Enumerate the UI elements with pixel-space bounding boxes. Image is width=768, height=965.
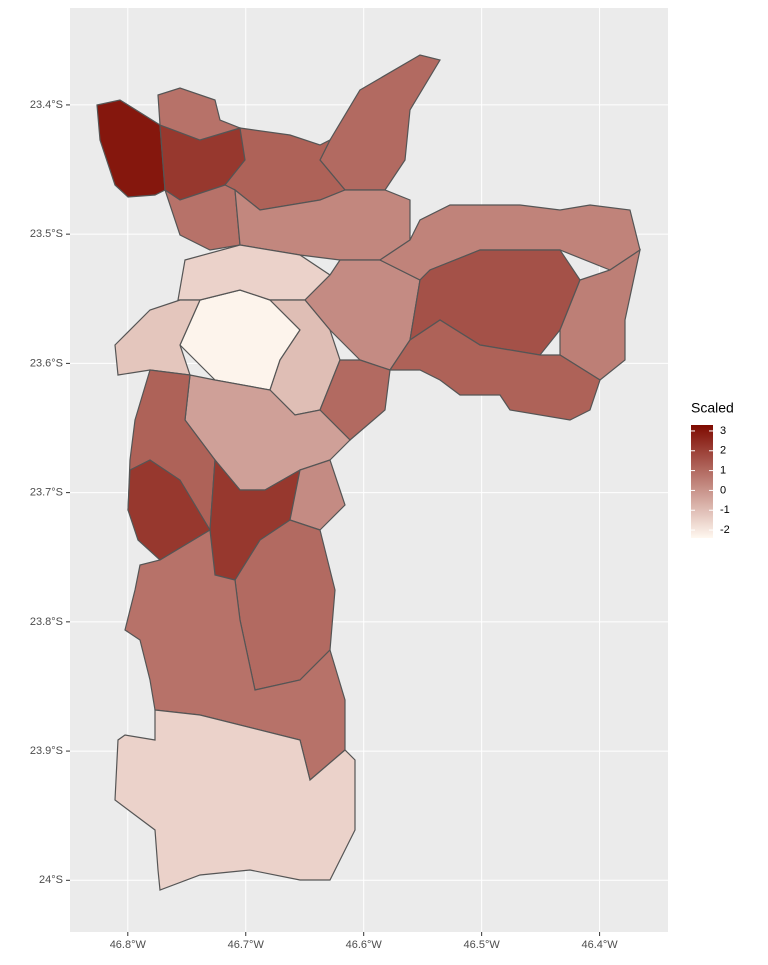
district [114,299,201,376]
district [157,87,242,141]
y-tick-label: 23.8°S [30,616,63,628]
district [114,709,356,891]
colorbar-label: 1 [720,465,726,477]
district [289,459,346,531]
y-tick-label: 23.9°S [30,745,63,757]
colorbar-label: 2 [720,445,726,457]
x-tick-label: 46.5°W [464,939,501,951]
y-tick-label: 23.7°S [30,487,63,499]
y-tick-label: 23.6°S [30,357,63,369]
y-tick-label: 23.4°S [30,99,63,111]
x-tick-label: 46.6°W [346,939,383,951]
y-tick-label: 23.5°S [30,228,63,240]
x-tick-label: 46.8°W [110,939,147,951]
colorbar-label: -1 [720,504,730,516]
district [559,248,641,381]
x-tick-label: 46.7°W [228,939,265,951]
district [96,99,166,198]
district [388,319,601,421]
colorbar-label: 3 [720,425,726,437]
colorbar-label: -2 [720,524,730,536]
colorbar [691,425,713,538]
colorbar-label: 0 [720,484,726,496]
y-tick-label: 24°S [39,874,63,886]
legend-title: Scaled [691,400,734,416]
x-tick-label: 46.4°W [581,939,618,951]
